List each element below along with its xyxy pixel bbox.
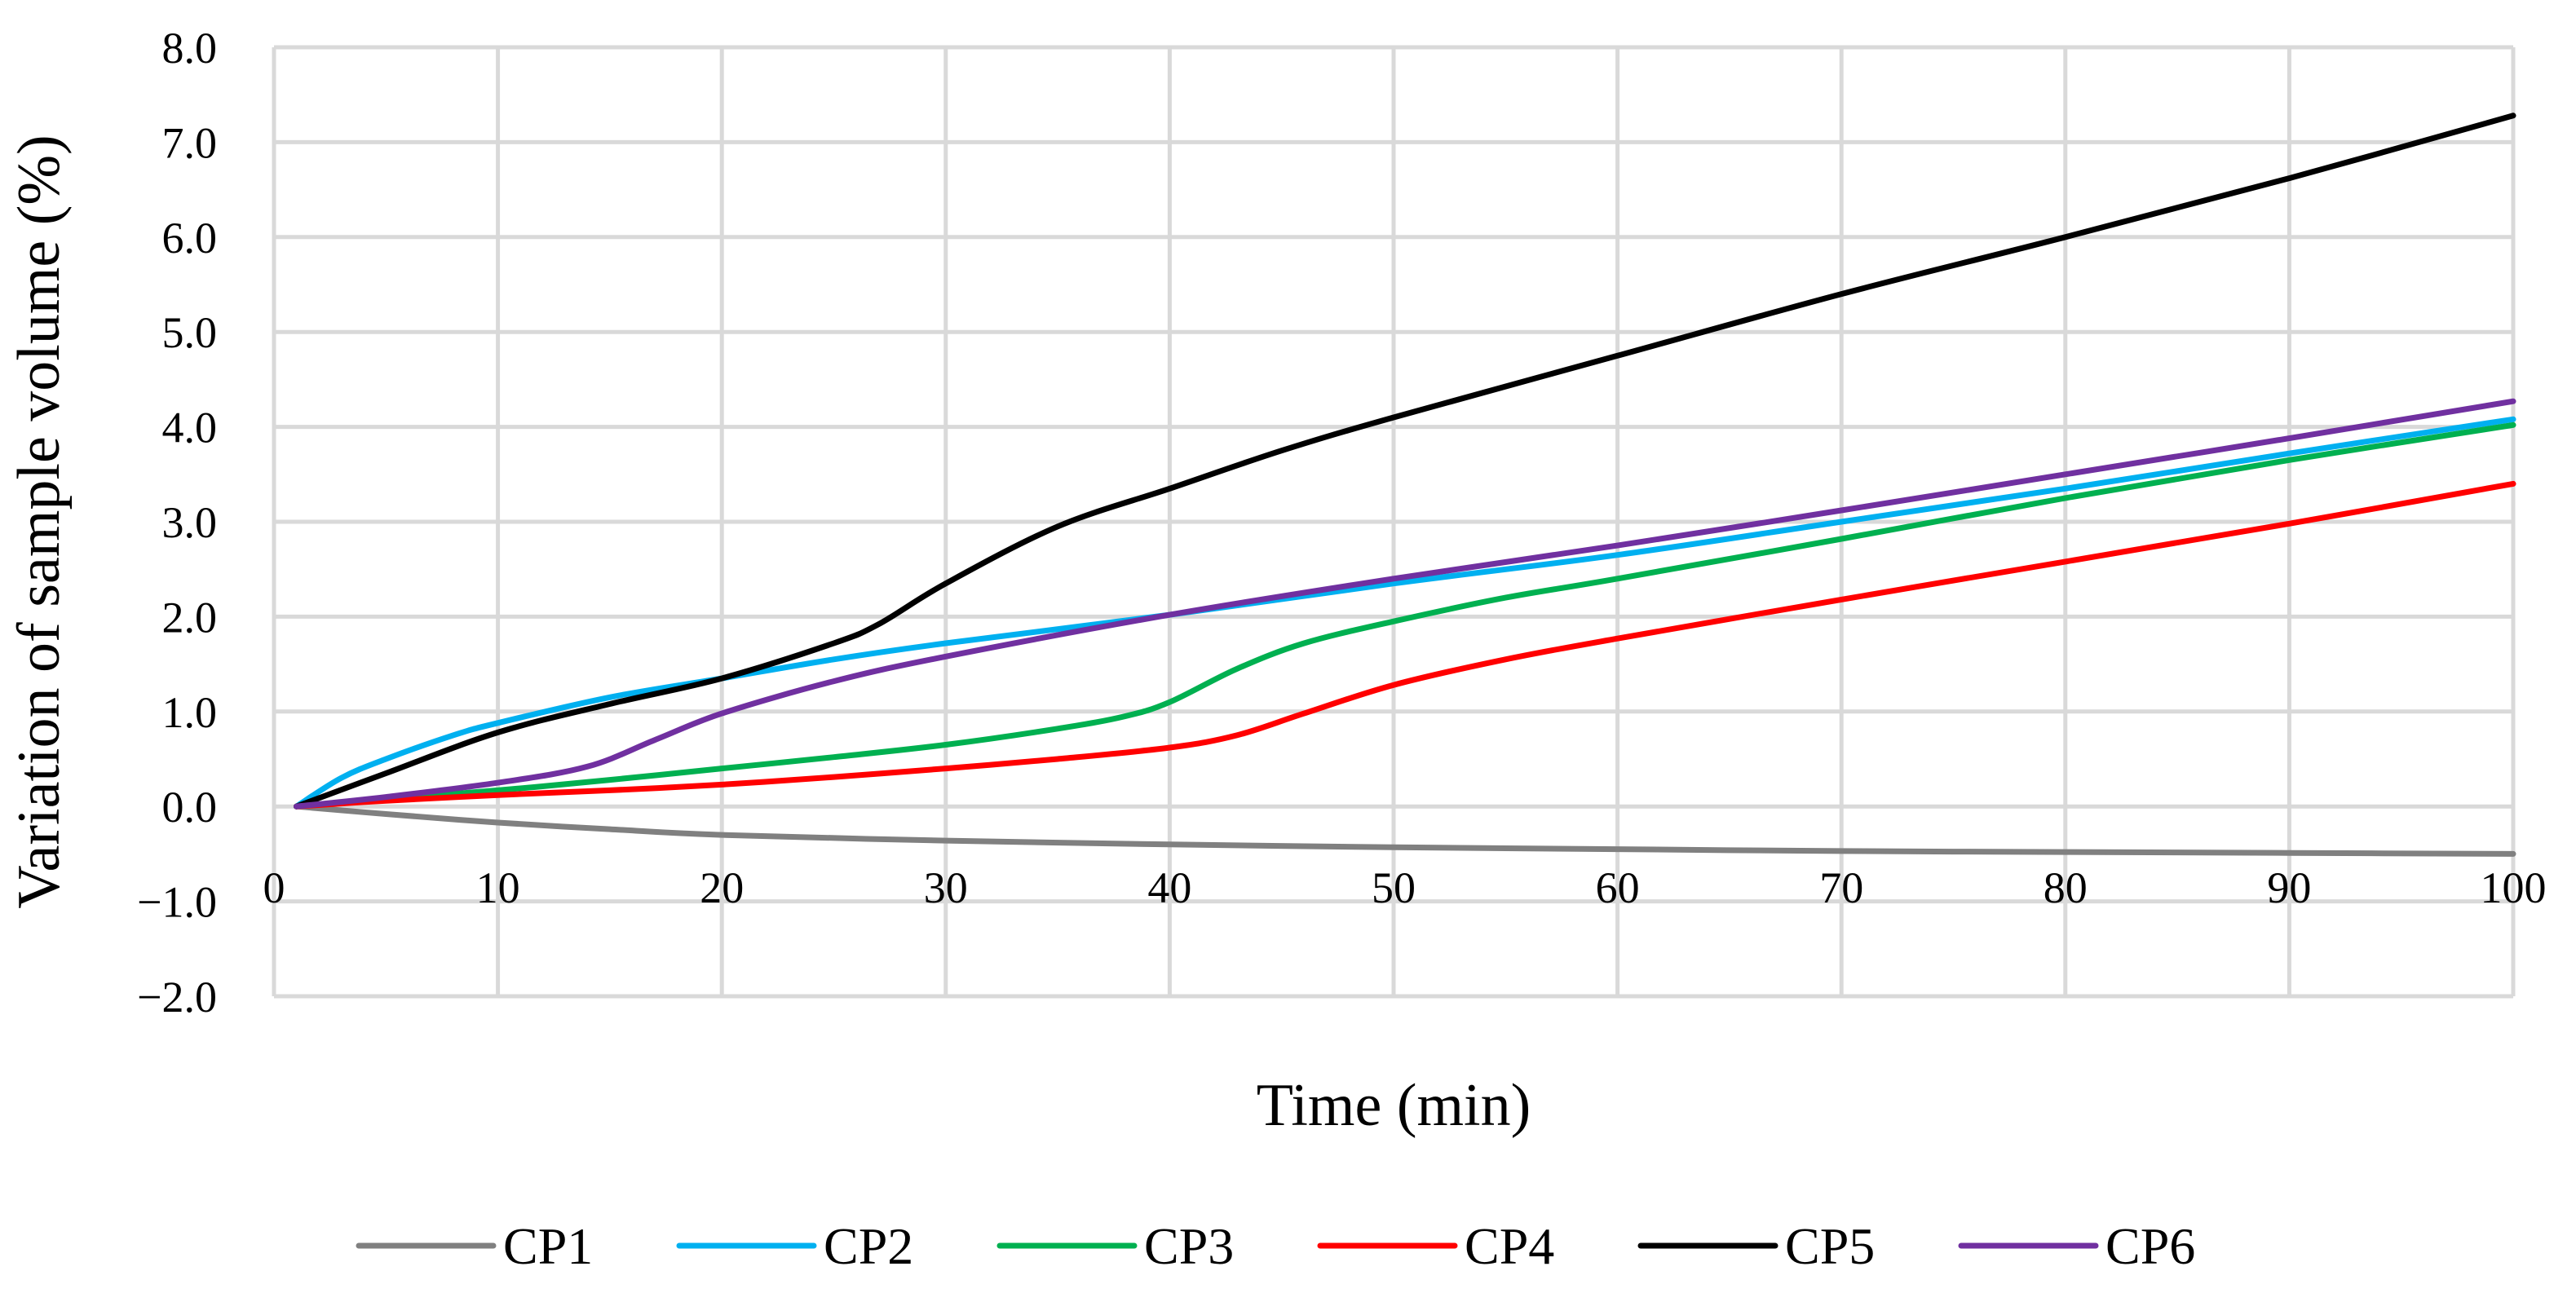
x-axis-ticks: 0 10 20 30 40 50 60 70 80 90 100 <box>263 863 2547 912</box>
y-axis-ticks: 8.0 7.0 6.0 5.0 4.0 3.0 2.0 1.0 0.0 −1.0 −2.0 <box>137 24 217 1022</box>
legend-label: CP5 <box>1785 1217 1875 1275</box>
x-tick-label: 100 <box>2481 863 2547 912</box>
x-tick-label: 80 <box>2044 863 2088 912</box>
legend-label: CP1 <box>503 1217 593 1275</box>
legend: CP1 CP2 CP3 CP4 CP5 CP6 <box>356 1217 2195 1275</box>
x-tick-label: 20 <box>700 863 744 912</box>
y-tick-label: 7.0 <box>162 118 218 167</box>
legend-item-cp2: CP2 <box>676 1217 913 1275</box>
y-tick-label: −1.0 <box>137 878 217 927</box>
legend-label: CP4 <box>1465 1217 1554 1275</box>
legend-label: CP3 <box>1144 1217 1234 1275</box>
x-tick-label: 0 <box>263 863 285 912</box>
y-tick-label: −2.0 <box>137 973 217 1022</box>
series-line-cp3 <box>294 421 2516 810</box>
x-tick-label: 50 <box>1372 863 1416 912</box>
y-tick-label: 4.0 <box>162 404 218 452</box>
grid <box>272 45 2516 999</box>
series-line-cp1 <box>294 803 2516 857</box>
series-line-cp6 <box>294 398 2516 810</box>
series-line-cp5 <box>294 113 2516 810</box>
legend-item-cp3: CP3 <box>996 1217 1234 1275</box>
x-tick-label: 60 <box>1596 863 1640 912</box>
legend-item-cp1: CP1 <box>356 1217 593 1275</box>
legend-item-cp4: CP4 <box>1317 1217 1554 1275</box>
legend-label: CP2 <box>824 1217 913 1275</box>
legend-item-cp5: CP5 <box>1637 1217 1875 1275</box>
x-tick-label: 90 <box>2267 863 2311 912</box>
y-tick-label: 0.0 <box>162 783 218 832</box>
y-tick-label: 1.0 <box>162 688 218 737</box>
y-tick-label: 2.0 <box>162 593 218 642</box>
x-tick-label: 70 <box>1819 863 1863 912</box>
x-tick-label: 30 <box>924 863 968 912</box>
y-tick-label: 5.0 <box>162 308 218 357</box>
series-line-cp4 <box>294 480 2516 810</box>
y-axis-title: Variation of sample volume (%) <box>6 135 73 908</box>
x-axis-title: Time (min) <box>1257 1072 1531 1139</box>
x-tick-label: 10 <box>476 863 520 912</box>
y-tick-label: 6.0 <box>162 214 218 263</box>
legend-item-cp6: CP6 <box>1958 1217 2195 1275</box>
y-tick-label: 3.0 <box>162 498 218 547</box>
legend-label: CP6 <box>2105 1217 2195 1275</box>
y-tick-label: 8.0 <box>162 24 218 73</box>
x-tick-label: 40 <box>1147 863 1191 912</box>
series-lines <box>294 113 2516 857</box>
